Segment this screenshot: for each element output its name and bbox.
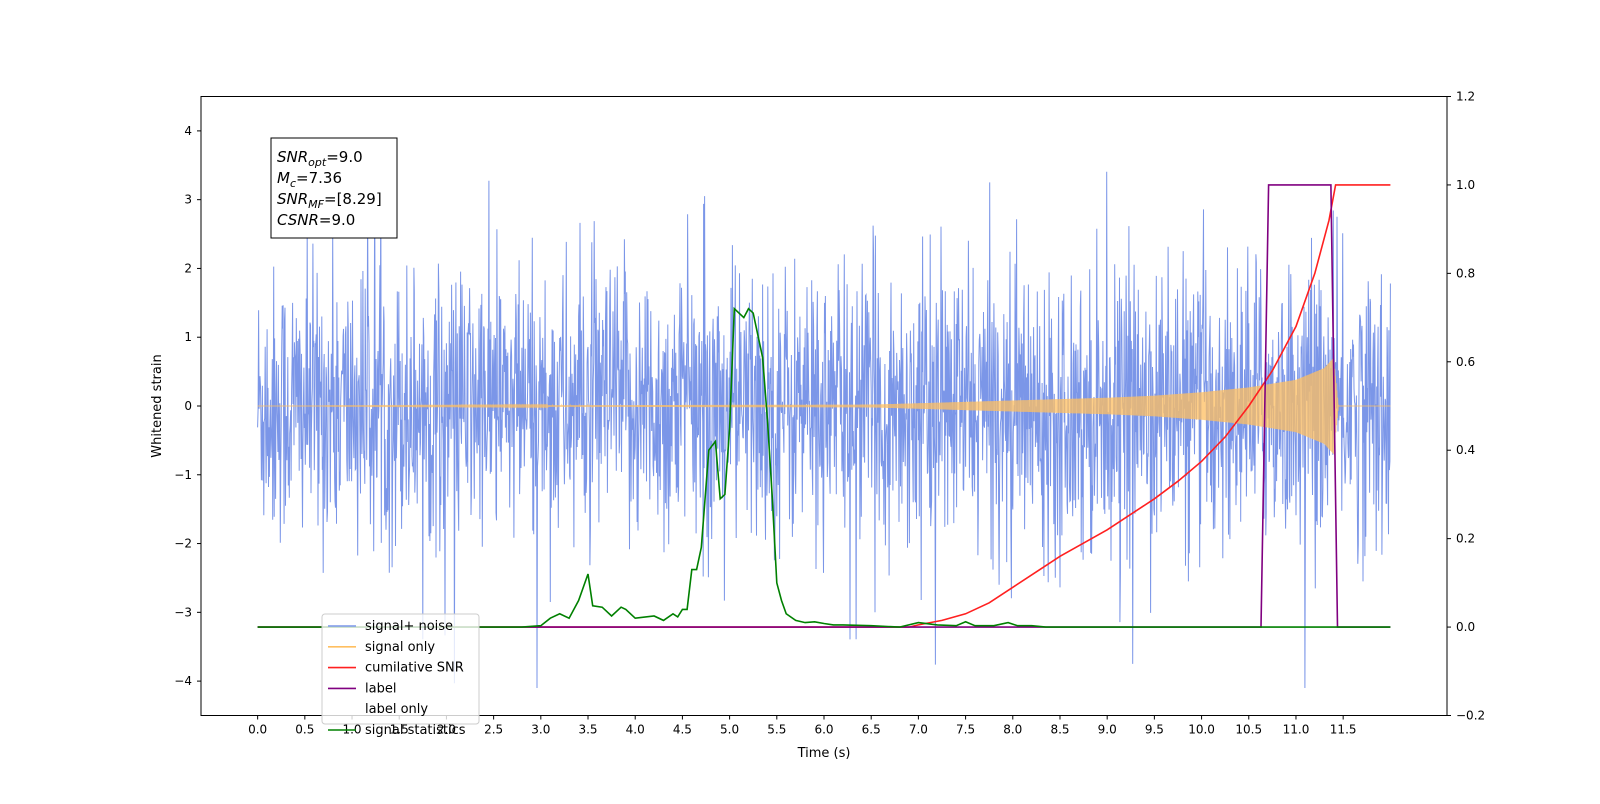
y-right-tick-label: 0.6: [1456, 355, 1475, 369]
x-tick-label: 0.0: [248, 723, 267, 737]
x-axis-label: Time (s): [797, 746, 851, 761]
y-left-tick-label: 3: [184, 193, 192, 207]
legend-label: cumilative SNR: [365, 661, 464, 676]
x-tick-label: 4.0: [626, 723, 645, 737]
legend: signal+ noise signal only cumilative SNR la…: [321, 613, 480, 738]
x-tick-label: 10.0: [1188, 723, 1215, 737]
series-signal-statistics: [257, 306, 1391, 628]
x-tick-label: 9.5: [1145, 723, 1164, 737]
series-signal-only: [257, 358, 1391, 455]
legend-label: label: [365, 681, 396, 696]
x-tick-label: 8.0: [1003, 723, 1022, 737]
y-left-tick-label: −2: [174, 537, 192, 551]
x-tick-label: 4.5: [673, 723, 692, 737]
y-right-tick-label: −0.2: [1456, 709, 1485, 723]
x-tick-label: 5.5: [767, 723, 786, 737]
annotation-frame: [270, 137, 398, 239]
x-tick-label: 1.5: [390, 723, 409, 737]
x-tick-label: 9.0: [1098, 723, 1117, 737]
annotation-line: CSNR=9.0: [277, 211, 355, 229]
x-tick-label: 10.5: [1235, 723, 1262, 737]
x-tick-label: 6.5: [862, 723, 881, 737]
x-tick-label: 7.5: [956, 723, 975, 737]
x-tick-label: 5.0: [720, 723, 739, 737]
x-tick-label: 7.0: [909, 723, 928, 737]
annotation-line: SNRopt=9.0: [277, 148, 363, 169]
y-right-tick-label: 0.8: [1456, 266, 1475, 280]
legend-label: signal only: [365, 640, 435, 655]
x-tick-label: 11.5: [1330, 723, 1357, 737]
x-tick-label: 8.5: [1050, 723, 1069, 737]
x-tick-label: 2.0: [437, 723, 456, 737]
legend-label: signal+ noise: [365, 619, 453, 634]
y-left-tick-label: −4: [174, 674, 192, 688]
annotation-line: Mc=7.36: [277, 169, 342, 190]
y-left-tick-label: 0: [184, 399, 192, 413]
legend-label: label only: [365, 702, 428, 717]
y-right-tick-label: 0.2: [1456, 532, 1475, 546]
y-right-tick-label: 0.4: [1456, 443, 1475, 457]
series-signal-noise: [257, 144, 1391, 689]
x-tick-label: 0.5: [295, 723, 314, 737]
y-left-tick-label: 4: [184, 124, 192, 138]
x-tick-label: 11.0: [1283, 723, 1310, 737]
y-right-tick-label: 0.0: [1456, 620, 1475, 634]
x-axis: 0.0 0.5 1.0 1.5 2.0 2.5 3.0 3.5 4.0 4.5 5.0 5.5 6.0 6…: [248, 715, 1357, 737]
legend-label: signal statistics: [365, 723, 466, 738]
x-tick-label: 6.0: [814, 723, 833, 737]
legend-frame: [321, 613, 480, 725]
y-left-tick-label: −3: [174, 605, 192, 619]
x-tick-label: 3.0: [531, 723, 550, 737]
y-left-tick-label: −1: [174, 468, 192, 482]
y-left-axis: −4 −3 −2 −1 0 1 2 3 4: [174, 124, 201, 688]
x-tick-label: 3.5: [578, 723, 597, 737]
y-right-tick-label: 1.2: [1456, 90, 1475, 104]
y-left-tick-label: 1: [184, 330, 192, 344]
series-cumulative-snr: [257, 184, 1391, 628]
y-right-axis: −0.2 0.0 0.2 0.4 0.6 0.8 1.0 1.2: [1447, 90, 1485, 723]
y-left-tick-label: 2: [184, 261, 192, 275]
annotation-line: SNRMF=[8.29]: [277, 190, 382, 211]
x-tick-label: 2.5: [484, 723, 503, 737]
y-axis-label: Whitened strain: [150, 354, 165, 457]
plot-content: [257, 144, 1391, 689]
y-right-tick-label: 1.0: [1456, 178, 1475, 192]
